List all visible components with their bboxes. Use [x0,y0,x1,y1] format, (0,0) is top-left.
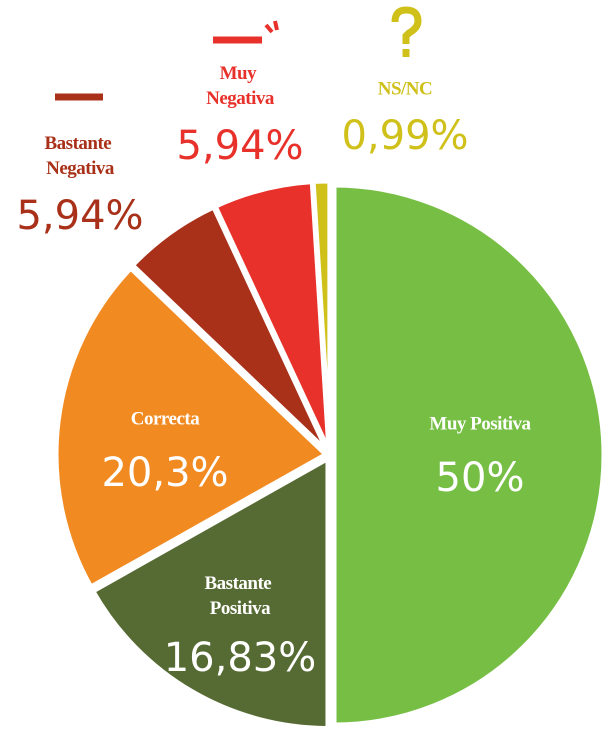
slice [53,265,329,590]
value-label: 20,3% [101,450,228,496]
slice-name: Bastante Negativa [45,133,116,179]
value-label: 0,99% [341,113,468,159]
slice-name: NS/NC [378,78,433,99]
slice [310,178,333,454]
slice [331,182,607,728]
slice-name: Bastante Positiva [205,573,276,619]
value-label: 5,94% [16,193,143,239]
slice-name: Correcta [131,408,200,429]
value-label: 5,94% [176,123,303,169]
value-label: 16,83% [164,635,317,681]
slice-name: Muy Positiva [429,413,531,434]
icon-minus-minus [213,20,279,44]
slice-name: Muy Negativa [206,63,275,109]
icon-question [391,6,422,57]
slice [90,455,331,731]
value-label: 50% [436,455,525,501]
